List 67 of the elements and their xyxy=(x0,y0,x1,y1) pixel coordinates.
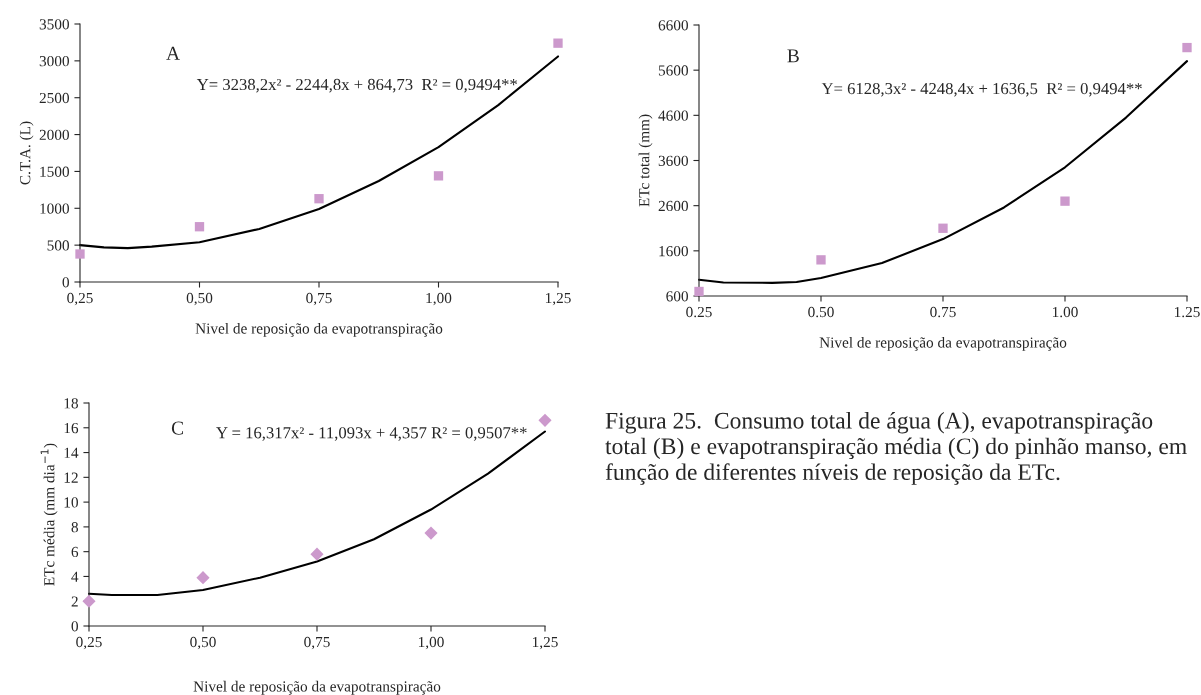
point xyxy=(424,526,438,540)
point xyxy=(553,38,563,48)
y-tick-label: 3600 xyxy=(658,155,688,166)
y-tick-label: 14 xyxy=(64,447,79,458)
y-tick-label: 12 xyxy=(64,472,78,483)
annotation: B xyxy=(787,49,799,63)
y-tick-label: 6 xyxy=(71,546,79,558)
point xyxy=(433,171,444,181)
annotation: Y= 3238,2x² - 2244,8x + 864,73 R² = 0,9494** xyxy=(196,78,517,93)
annotation: Y = 16,317x² - 11,093x + 4,357 R² = 0,9507** xyxy=(216,427,527,441)
point xyxy=(314,194,324,204)
annotation: A xyxy=(166,46,180,60)
y-tick-label: 2500 xyxy=(39,92,69,104)
point xyxy=(938,223,948,233)
y-tick-label: 16 xyxy=(64,422,79,434)
point xyxy=(82,594,96,608)
y-tick-label: 1600 xyxy=(659,245,688,257)
point xyxy=(1182,42,1192,53)
y-tick-label: 8 xyxy=(71,522,78,533)
y-tick-label: 5600 xyxy=(658,65,688,76)
x-tick-label: 1,00 xyxy=(418,636,444,650)
x-tick-label: 0,25 xyxy=(67,292,93,306)
x-tick-label: 1,00 xyxy=(426,292,452,306)
y-tick-label: 3000 xyxy=(39,56,69,67)
y-tick-label: 18 xyxy=(64,398,78,409)
y-tick-label: 10 xyxy=(64,497,78,508)
y-tick-label: 2 xyxy=(71,596,78,607)
x-tick-label: 0,50 xyxy=(186,292,213,306)
y-tick-label: 1000 xyxy=(40,203,69,214)
x-axis-title: Nivel de reposição da evapotranspiração xyxy=(819,336,1067,351)
point xyxy=(538,413,552,427)
point xyxy=(816,255,826,265)
point xyxy=(75,249,85,259)
x-tick-label: 0,50 xyxy=(190,636,216,650)
x-tick-label: 1.00 xyxy=(1052,306,1078,318)
x-tick-label: 0,25 xyxy=(76,636,102,650)
y-tick-label: 4 xyxy=(71,571,79,582)
x-tick-label: 1.25 xyxy=(1174,306,1200,318)
x-tick-label: 0,75 xyxy=(306,292,332,306)
point xyxy=(194,222,205,232)
point xyxy=(196,571,210,585)
annotation: C xyxy=(171,421,183,435)
x-tick-label: 0.50 xyxy=(808,306,834,318)
x-axis-title: Nivel de reposição da evapotranspiração xyxy=(193,680,441,695)
y-tick-label: 500 xyxy=(47,240,69,251)
y-tick-label: 1500 xyxy=(40,166,69,177)
y-tick-label: 0 xyxy=(62,277,69,288)
x-tick-label: 0.75 xyxy=(930,306,956,318)
y-tick-label: 2000 xyxy=(39,129,69,141)
point xyxy=(310,547,324,561)
y-tick-label: 3500 xyxy=(39,19,69,30)
annotation: Y= 6128,3x² - 4248,4x + 1636,5 R² = 0,9494** xyxy=(821,82,1142,97)
point xyxy=(1060,196,1070,206)
y-tick-label: 4600 xyxy=(658,110,688,121)
x-tick-label: 1,25 xyxy=(532,636,558,650)
text: Figura 25. Consumo total de água (A), evapotranspiração total (B) e evapotranspiração média (C) do pinhão manso, em função de diferentes níveis de reposição da ETc. xyxy=(605,412,1187,485)
y-tick-label: 2600 xyxy=(658,200,688,212)
x-tick-label: 1,25 xyxy=(545,292,571,306)
x-tick-label: 0.25 xyxy=(686,306,712,318)
x-tick-label: 0,75 xyxy=(304,636,330,650)
y-tick-label: 600 xyxy=(666,291,688,302)
y-axis-title: C.T.A. (L) xyxy=(19,121,34,185)
x-axis-title: Nivel de reposição da evapotranspiração xyxy=(195,322,443,337)
y-axis-title: ETc total (mm) xyxy=(638,114,653,207)
y-tick-label: 0 xyxy=(71,621,78,632)
y-axis-title: ETc média (mm dia$^{−1}$) xyxy=(40,443,58,586)
y-tick-label: 6600 xyxy=(658,20,688,31)
